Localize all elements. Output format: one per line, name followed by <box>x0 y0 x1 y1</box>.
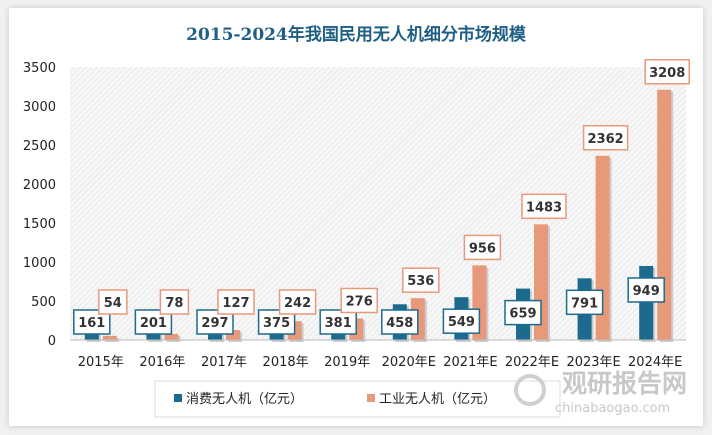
data-label-industrial: 54 <box>104 296 122 311</box>
data-label-box-industrial <box>463 234 502 261</box>
data-label-box-consumer <box>627 277 665 303</box>
watermark-logo <box>514 374 546 406</box>
data-label-box-industrial <box>217 289 255 315</box>
data-label-box-industrial <box>582 125 629 151</box>
x-tick-label: 2023年E <box>566 355 620 370</box>
data-label-box-consumer <box>381 309 419 335</box>
bar-industrial <box>164 333 179 340</box>
data-label-industrial: 1483 <box>526 200 562 215</box>
x-tick-label: 2019年 <box>324 355 370 370</box>
legend-swatch-consumer <box>174 394 182 402</box>
x-tick-label: 2024年E <box>628 355 682 370</box>
y-tick-label: 2500 <box>23 139 56 154</box>
x-tick-label: 2016年 <box>139 355 185 370</box>
data-label-industrial: 276 <box>346 294 373 309</box>
legend-label-consumer: 消费无人机（亿元） <box>186 392 303 407</box>
x-tick-label: 2017年 <box>201 355 247 370</box>
y-tick-label: 1000 <box>23 256 56 271</box>
legend-label-industrial: 工业无人机（亿元） <box>379 392 496 407</box>
data-label-industrial: 2362 <box>588 132 624 147</box>
data-label-consumer: 297 <box>201 316 228 331</box>
data-label-box-industrial <box>159 289 190 315</box>
data-label-box-industrial <box>98 289 128 315</box>
data-label-industrial: 536 <box>407 274 434 289</box>
y-tick-label: 1500 <box>23 217 56 232</box>
data-label-box-consumer <box>442 308 481 334</box>
bar-industrial <box>226 330 240 340</box>
data-label-box-industrial <box>644 59 690 85</box>
x-tick-label: 2021年E <box>443 355 497 370</box>
x-tick-label: 2022年E <box>505 355 559 370</box>
legend <box>154 380 561 418</box>
data-label-box-industrial <box>340 287 378 314</box>
data-label-consumer: 549 <box>448 315 475 330</box>
data-label-consumer: 201 <box>140 316 167 331</box>
data-label-consumer: 659 <box>509 307 536 322</box>
data-label-industrial: 78 <box>165 296 183 311</box>
y-tick-label: 2000 <box>23 178 56 193</box>
x-tick-label: 2020年E <box>382 355 436 370</box>
data-label-consumer: 949 <box>633 284 660 299</box>
data-label-consumer: 381 <box>325 316 352 331</box>
y-tick-label: 3000 <box>23 100 56 115</box>
y-tick-label: 3500 <box>23 61 56 76</box>
x-tick-label: 2018年 <box>263 355 309 370</box>
chart-title: 2015-2024年我国民用无人机细分市场规模 <box>186 24 527 45</box>
y-tick-label: 500 <box>31 295 56 310</box>
bar-consumer <box>639 265 654 340</box>
data-label-consumer: 375 <box>263 316 290 331</box>
bar-industrial <box>102 335 117 340</box>
data-label-box-industrial <box>402 267 440 293</box>
data-label-box-consumer <box>565 289 604 316</box>
watermark-brand: 观研报告网 <box>562 369 687 398</box>
watermark-url: chinabaogao.com <box>555 401 670 416</box>
data-label-industrial: 242 <box>284 296 311 311</box>
data-label-consumer: 161 <box>78 316 105 331</box>
data-label-box-consumer <box>319 309 357 335</box>
data-label-industrial: 3208 <box>649 66 685 81</box>
data-label-industrial: 956 <box>469 241 496 256</box>
data-label-consumer: 791 <box>571 296 598 311</box>
legend-swatch-industrial <box>367 394 375 402</box>
y-tick-label: 0 <box>48 334 56 349</box>
data-label-box-industrial <box>521 193 567 220</box>
data-label-consumer: 458 <box>386 316 413 331</box>
data-label-box-industrial <box>278 289 317 315</box>
x-tick-label: 2015年 <box>78 355 124 370</box>
data-label-industrial: 127 <box>222 296 249 311</box>
data-label-box-consumer <box>504 299 542 326</box>
